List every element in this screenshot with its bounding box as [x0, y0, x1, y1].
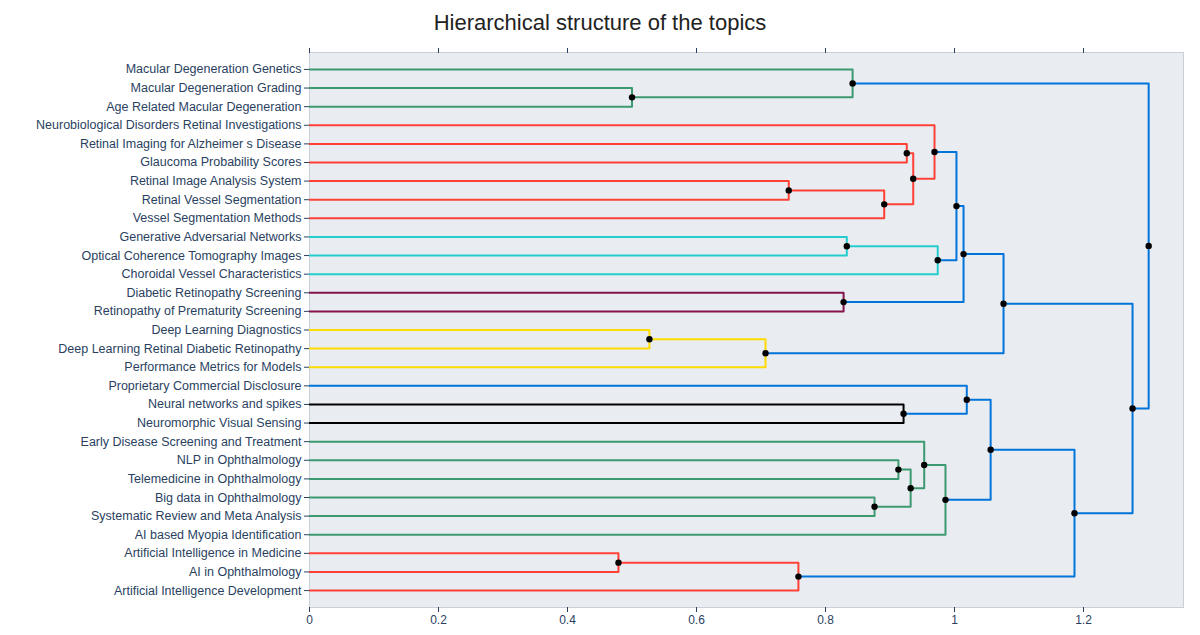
- svg-text:Macular Degeneration Genetics: Macular Degeneration Genetics: [126, 62, 302, 76]
- svg-text:Age Related Macular Degenerati: Age Related Macular Degeneration: [106, 100, 301, 114]
- svg-text:AI in Ophthalmology: AI in Ophthalmology: [189, 565, 302, 579]
- svg-text:0: 0: [306, 613, 313, 627]
- svg-text:Retinal Image Analysis System: Retinal Image Analysis System: [130, 174, 302, 188]
- svg-text:Macular Degeneration Grading: Macular Degeneration Grading: [131, 81, 302, 95]
- svg-text:AI based Myopia Identification: AI based Myopia Identification: [135, 528, 302, 542]
- svg-text:Diabetic Retinopathy Screening: Diabetic Retinopathy Screening: [126, 286, 301, 300]
- svg-text:1: 1: [951, 613, 958, 627]
- svg-text:Neurobiological Disorders Reti: Neurobiological Disorders Retinal Invest…: [36, 118, 301, 132]
- svg-text:0.4: 0.4: [559, 613, 576, 627]
- svg-text:Artificial Intelligence Develo: Artificial Intelligence Development: [114, 584, 302, 598]
- svg-text:Early Disease Screening and Tr: Early Disease Screening and Treatment: [81, 435, 302, 449]
- svg-text:0.2: 0.2: [430, 613, 447, 627]
- svg-text:Glaucoma Probability Scores: Glaucoma Probability Scores: [140, 155, 301, 169]
- svg-text:Vessel Segmentation Methods: Vessel Segmentation Methods: [133, 211, 302, 225]
- svg-text:Big data in Ophthalmology: Big data in Ophthalmology: [155, 491, 302, 505]
- svg-text:1.2: 1.2: [1075, 613, 1092, 627]
- svg-text:Optical Coherence Tomography I: Optical Coherence Tomography Images: [81, 249, 301, 263]
- svg-text:NLP in Ophthalmology: NLP in Ophthalmology: [177, 453, 303, 467]
- svg-text:Proprietary Commercial Disclos: Proprietary Commercial Disclosure: [108, 379, 301, 393]
- svg-text:Artificial Intelligence in Med: Artificial Intelligence in Medicine: [124, 546, 301, 560]
- svg-text:Systematic Review and Meta Ana: Systematic Review and Meta Analysis: [91, 509, 302, 523]
- svg-text:Performance Metrics for Models: Performance Metrics for Models: [124, 360, 301, 374]
- svg-text:Deep Learning Retinal Diabetic: Deep Learning Retinal Diabetic Retinopat…: [58, 342, 302, 356]
- svg-text:Neuromorphic Visual Sensing: Neuromorphic Visual Sensing: [137, 416, 301, 430]
- svg-text:Deep Learning Diagnostics: Deep Learning Diagnostics: [151, 323, 301, 337]
- html-text:Hierarchical structure of the: Hierarchical structure of the topics: [433, 10, 767, 35]
- svg-text:Neural networks and spikes: Neural networks and spikes: [148, 397, 302, 411]
- svg-text:Generative Adversarial Network: Generative Adversarial Networks: [119, 230, 301, 244]
- svg-text:0.8: 0.8: [817, 613, 834, 627]
- svg-text:Retinal Vessel Segmentation: Retinal Vessel Segmentation: [142, 193, 302, 207]
- svg-text:0.6: 0.6: [688, 613, 705, 627]
- svg-text:Telemedicine in Ophthalmology: Telemedicine in Ophthalmology: [128, 472, 302, 486]
- svg-text:Retinopathy of Prematurity Scr: Retinopathy of Prematurity Screening: [94, 304, 302, 318]
- svg-text:Retinal Imaging for Alzheimer: Retinal Imaging for Alzheimer s Disease: [80, 137, 302, 151]
- svg-text:Choroidal Vessel Characteristi: Choroidal Vessel Characteristics: [122, 267, 302, 281]
